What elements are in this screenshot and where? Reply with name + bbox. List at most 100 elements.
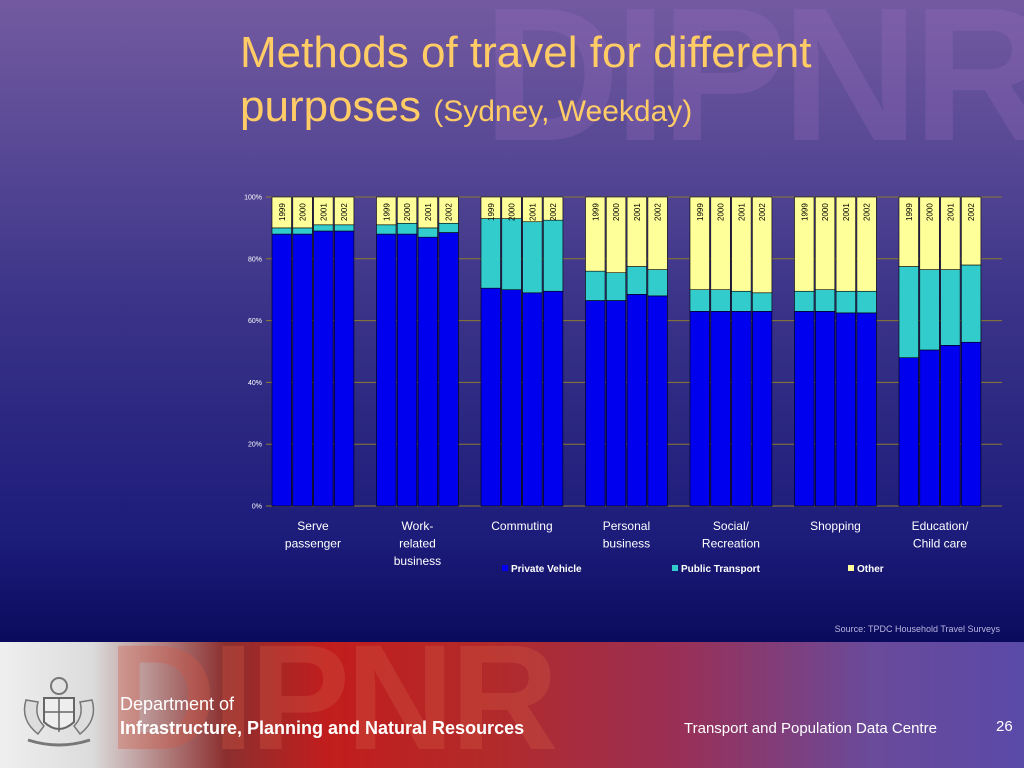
bar-segment: [752, 196, 773, 294]
bar-year-label: 2002: [967, 203, 976, 221]
category-label: Personal: [603, 519, 650, 533]
y-tick-label: 60%: [248, 318, 262, 325]
bar-year-label: 2001: [842, 203, 851, 221]
bar-year-label: 1999: [487, 203, 496, 221]
bar-segment: [313, 224, 334, 232]
bar-year-label: 2000: [821, 203, 830, 221]
bar-year-label: 2001: [946, 203, 955, 221]
bar-segment: [396, 222, 418, 235]
bar-segment: [961, 196, 982, 266]
legend-label: Other: [857, 564, 884, 575]
bar-segment: [480, 218, 501, 289]
category-label: Shopping: [810, 519, 861, 533]
bar-year-label: 2000: [403, 203, 412, 221]
bar-segment: [292, 196, 313, 229]
bar-segment: [919, 196, 940, 270]
bar-segment: [647, 196, 668, 270]
bar-segment: [480, 196, 501, 219]
bar-segment: [731, 196, 752, 292]
bar-segment: [919, 349, 940, 507]
bar-segment: [334, 196, 355, 226]
bar-segment: [626, 294, 647, 507]
bar-segment: [417, 236, 438, 507]
bar-segment: [731, 290, 752, 312]
department-line-1: Department of: [120, 694, 235, 714]
bar-year-label: 2001: [633, 203, 642, 221]
bar-year-label: 2002: [549, 203, 558, 221]
dipnr-watermark: DIPNR: [482, 0, 1024, 181]
bar-segment: [585, 196, 606, 272]
bar-segment: [731, 311, 752, 507]
bar-segment: [543, 290, 564, 507]
bar-segment: [501, 196, 522, 219]
legend: Private Vehicle Public Transport Other: [502, 564, 884, 575]
bar-segment: [271, 196, 292, 229]
dipnr-watermark-footer: DIPNR: [108, 642, 559, 768]
bar-segment: [376, 233, 397, 507]
bar-year-label: 2000: [612, 203, 621, 221]
bar-segment: [961, 264, 982, 343]
bar-segment: [438, 222, 459, 233]
category-label: Education/: [912, 519, 969, 533]
bar-segment: [605, 272, 627, 301]
y-axis-ticks: 0% 20% 40% 60% 80% 100%: [244, 195, 262, 511]
legend-label: Private Vehicle: [511, 564, 582, 575]
bar-year-label: 2000: [299, 203, 308, 221]
bar-segment: [543, 219, 564, 292]
data-centre-name: Transport and Population Data Centre: [684, 720, 937, 737]
bar-year-label: 2000: [717, 203, 726, 221]
bar-segment: [689, 289, 710, 312]
bar-segment: [292, 233, 313, 507]
y-tick-label: 40%: [248, 380, 262, 387]
bar-segment: [438, 232, 459, 507]
bar-year-label: 1999: [278, 203, 287, 221]
bar-segment: [647, 269, 668, 297]
bar-segment: [940, 196, 961, 270]
bar-segment: [689, 311, 710, 507]
category-label: Commuting: [491, 519, 552, 533]
bar-segment: [605, 300, 627, 507]
bar-year-label: 2000: [508, 203, 517, 221]
category-label: related: [399, 537, 436, 551]
bar-segment: [814, 289, 836, 312]
bar-segment: [647, 295, 668, 507]
bar-year-label: 1999: [382, 203, 391, 221]
bar-segment: [501, 218, 522, 291]
category-label: business: [394, 554, 441, 568]
bar-segment: [396, 233, 418, 507]
bar-segment: [919, 269, 940, 351]
department-name: Infrastructure, Planning and Natural Res…: [120, 718, 525, 738]
bar-segment: [585, 270, 606, 301]
bar-segment: [585, 300, 606, 507]
page-number: 26: [996, 718, 1013, 735]
bar-segment: [856, 290, 877, 314]
bar-segment: [794, 290, 815, 312]
bars: 1999 2000 2001 2002 1999 2000 2001 2002 1999 2000…: [271, 196, 982, 507]
bar-segment: [522, 292, 543, 507]
bar-year-label: 2002: [654, 203, 663, 221]
category-label: Social/: [713, 519, 750, 533]
source-note: Source: TPDC Household Travel Surveys: [834, 624, 1000, 634]
title-subtitle: (Sydney, Weekday): [433, 95, 693, 128]
bar-year-label: 2002: [758, 203, 767, 221]
bar-segment: [752, 311, 773, 507]
bar-segment: [501, 289, 522, 507]
bar-segment: [313, 196, 334, 226]
bar-segment: [543, 196, 564, 221]
bar-year-label: 1999: [696, 203, 705, 221]
bar-segment: [835, 312, 856, 507]
bar-segment: [522, 196, 543, 223]
bar-segment: [898, 357, 919, 507]
bar-segment: [961, 341, 982, 507]
bar-segment: [856, 312, 877, 507]
bar-segment: [334, 224, 355, 232]
stacked-bar-chart: 0% 20% 40% 60% 80% 100% 1999 2000 2001 2002 1999 2…: [244, 195, 1002, 575]
bar-year-label: 2002: [863, 203, 872, 221]
bar-segment: [292, 227, 313, 235]
legend-swatch: [848, 565, 854, 571]
bar-year-label: 2001: [737, 203, 746, 221]
category-label: Serve: [297, 519, 329, 533]
category-label: business: [603, 537, 650, 551]
bar-segment: [417, 196, 438, 229]
category-label: Work-: [402, 519, 434, 533]
